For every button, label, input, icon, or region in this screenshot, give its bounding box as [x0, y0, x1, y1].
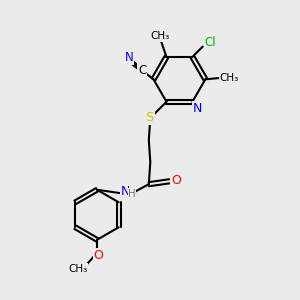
Text: O: O: [171, 174, 181, 187]
Text: CH₃: CH₃: [68, 264, 87, 274]
Text: H: H: [128, 189, 136, 199]
Text: C: C: [138, 64, 146, 77]
Text: CH₃: CH₃: [150, 31, 170, 41]
Text: O: O: [94, 249, 103, 262]
Text: N: N: [124, 51, 133, 64]
Text: N: N: [193, 102, 202, 115]
Text: S: S: [146, 112, 154, 124]
Text: Cl: Cl: [205, 36, 217, 49]
Text: CH₃: CH₃: [220, 73, 239, 83]
Text: N: N: [121, 185, 130, 198]
